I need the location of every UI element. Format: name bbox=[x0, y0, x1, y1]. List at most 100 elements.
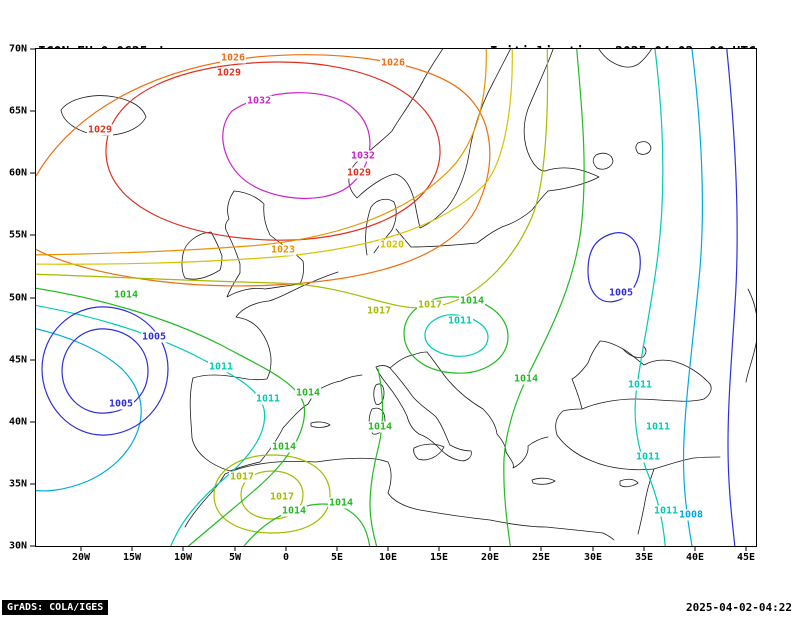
contour-label: 1014 bbox=[512, 373, 540, 385]
lat-tick-mark bbox=[30, 48, 35, 50]
contour-label: 1029 bbox=[345, 167, 373, 179]
coast-scandinavia bbox=[348, 49, 511, 229]
isobar-1029-high-ring bbox=[105, 61, 441, 241]
isobar-1017-iberia-outer bbox=[213, 454, 331, 534]
lon-tick-mark bbox=[745, 546, 747, 551]
lon-tick-label: 45E bbox=[736, 552, 756, 563]
isobar-1017-iberia-inner bbox=[240, 470, 304, 520]
lon-tick-label: 10E bbox=[378, 552, 398, 563]
coast-italy bbox=[375, 365, 472, 462]
isobar-1014-italy bbox=[369, 368, 384, 546]
contour-label: 1011 bbox=[652, 505, 680, 517]
coast-adriatic-north bbox=[389, 351, 428, 369]
contour-label: 1014 bbox=[366, 421, 394, 433]
coast-ireland bbox=[181, 231, 223, 280]
lon-tick-mark bbox=[336, 546, 338, 551]
lat-tick-mark bbox=[30, 297, 35, 299]
lon-tick-mark bbox=[643, 546, 645, 551]
contour-label: 1017 bbox=[416, 299, 444, 311]
coast-turkey-northwest bbox=[555, 383, 712, 436]
lat-tick-label: 70N bbox=[8, 43, 27, 55]
lon-tick-label: 20E bbox=[480, 552, 500, 563]
lon-tick-label: 15E bbox=[429, 552, 449, 563]
lon-tick-label: 20W bbox=[71, 552, 91, 563]
contour-label: 1014 bbox=[280, 505, 308, 517]
coast-iceland bbox=[60, 95, 147, 136]
isobar-1011-central-loop bbox=[424, 314, 489, 357]
contour-label: 1011 bbox=[207, 361, 235, 373]
lon-tick-label: 25E bbox=[531, 552, 551, 563]
lon-tick-label: 35E bbox=[634, 552, 654, 563]
lake-onega bbox=[635, 141, 652, 155]
lon-tick-label: 15W bbox=[122, 552, 142, 563]
lat-tick-label: 30N bbox=[8, 540, 27, 552]
isobar-1005-east-edge bbox=[726, 49, 738, 546]
contour-label: 1011 bbox=[626, 379, 654, 391]
contour-label: 1017 bbox=[268, 491, 296, 503]
isobar-1023 bbox=[36, 49, 487, 256]
contour-label: 1014 bbox=[270, 441, 298, 453]
lat-tick-label: 45N bbox=[8, 354, 27, 366]
contour-label: 1014 bbox=[458, 295, 486, 307]
contour-label: 1014 bbox=[327, 497, 355, 509]
lon-tick-mark bbox=[438, 546, 440, 551]
contour-label: 1011 bbox=[634, 451, 662, 463]
contour-label: 1008 bbox=[677, 509, 705, 521]
contour-label: 1011 bbox=[446, 315, 474, 327]
contour-label: 1017 bbox=[365, 305, 393, 317]
coast-crimea bbox=[622, 345, 647, 358]
coast-balearics bbox=[310, 421, 331, 428]
isobar-1005-east-pocket bbox=[587, 232, 641, 303]
coastlines-layer bbox=[60, 49, 756, 541]
lat-tick-mark bbox=[30, 421, 35, 423]
isobar-1026-high-ring bbox=[36, 54, 491, 287]
contour-label: 1005 bbox=[107, 398, 135, 410]
coast-cyprus bbox=[619, 478, 639, 488]
lon-tick-label: 40E bbox=[685, 552, 705, 563]
lon-tick-label: 10W bbox=[173, 552, 193, 563]
contour-label: 1032 bbox=[349, 150, 377, 162]
coast-balkans-greece bbox=[426, 351, 549, 469]
lat-tick-mark bbox=[30, 234, 35, 236]
contour-label: 1011 bbox=[644, 421, 672, 433]
contour-label: 1029 bbox=[86, 124, 114, 136]
lon-tick-mark bbox=[131, 546, 133, 551]
coast-caspian-edge bbox=[745, 288, 756, 383]
coast-north-africa bbox=[184, 457, 615, 541]
contour-label: 1032 bbox=[245, 95, 273, 107]
coast-sicily bbox=[413, 443, 445, 461]
contour-label: 1011 bbox=[254, 393, 282, 405]
coast-denmark bbox=[365, 198, 397, 256]
lon-tick-label: 0 bbox=[282, 552, 290, 563]
isobar-1011-east bbox=[634, 49, 666, 546]
lat-tick-label: 40N bbox=[8, 416, 27, 428]
coast-iberia-france-north bbox=[192, 271, 339, 381]
lat-tick-mark bbox=[30, 359, 35, 361]
lat-tick-label: 65N bbox=[8, 105, 27, 117]
map-labels-overlay: 70N 65N 60N 55N 50N 45N 40N 35N 30N 20W 15W 10W 5W 0 5… bbox=[9, 44, 756, 564]
coast-kola bbox=[598, 49, 652, 68]
lon-tick-mark bbox=[182, 546, 184, 551]
lon-tick-mark bbox=[489, 546, 491, 551]
contour-label: 1026 bbox=[219, 52, 247, 64]
contour-label: 1020 bbox=[378, 239, 406, 251]
lon-tick-mark bbox=[285, 546, 287, 551]
grads-logo: GrADS: COLA/IGES bbox=[2, 600, 109, 615]
contour-label: 1026 bbox=[379, 57, 407, 69]
coast-crete bbox=[531, 477, 556, 485]
isobar-1032-high-core bbox=[222, 92, 371, 200]
lon-tick-mark bbox=[234, 546, 236, 551]
isobar-1014-central-loop bbox=[403, 296, 509, 374]
isobar-1020 bbox=[36, 49, 513, 265]
lon-tick-mark bbox=[80, 546, 82, 551]
lon-tick-mark bbox=[387, 546, 389, 551]
contour-label: 1014 bbox=[112, 289, 140, 301]
lat-tick-label: 55N bbox=[8, 229, 27, 241]
lat-tick-mark bbox=[30, 110, 35, 112]
isobar-1014-west bbox=[36, 287, 306, 546]
isobar-1005-low-inner bbox=[61, 328, 149, 414]
lon-tick-label: 30E bbox=[583, 552, 603, 563]
contour-label: 1023 bbox=[269, 244, 297, 256]
coast-black-sea-north bbox=[571, 340, 711, 410]
lon-tick-mark bbox=[540, 546, 542, 551]
